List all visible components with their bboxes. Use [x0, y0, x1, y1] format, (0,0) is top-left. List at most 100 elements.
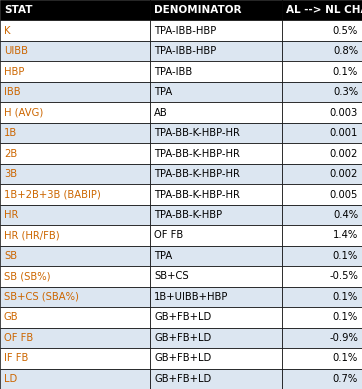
- Bar: [0, 82, 150, 102]
- Text: 0.1%: 0.1%: [333, 353, 358, 363]
- Bar: [150, 41, 282, 61]
- Bar: [0, 184, 150, 205]
- Text: IF FB: IF FB: [4, 353, 28, 363]
- Bar: [282, 328, 362, 348]
- Text: 0.005: 0.005: [330, 189, 358, 200]
- Bar: [150, 102, 282, 123]
- Text: GB+FB+LD: GB+FB+LD: [154, 374, 211, 384]
- Text: H (AVG): H (AVG): [4, 108, 43, 117]
- Text: GB+FB+LD: GB+FB+LD: [154, 312, 211, 322]
- Text: TPA-BB-K-HBP: TPA-BB-K-HBP: [154, 210, 222, 220]
- Text: TPA-IBB-HBP: TPA-IBB-HBP: [154, 26, 216, 36]
- Text: 0.002: 0.002: [330, 149, 358, 159]
- Text: AL --> NL CHANGE: AL --> NL CHANGE: [286, 5, 362, 15]
- Bar: [282, 82, 362, 102]
- Text: SB: SB: [4, 251, 17, 261]
- Text: HBP: HBP: [4, 67, 24, 77]
- Bar: [282, 184, 362, 205]
- Text: -0.5%: -0.5%: [329, 272, 358, 281]
- Text: IBB: IBB: [4, 87, 21, 97]
- Bar: [282, 102, 362, 123]
- Text: 0.1%: 0.1%: [333, 292, 358, 302]
- Bar: [150, 0, 282, 21]
- Text: 1B+UIBB+HBP: 1B+UIBB+HBP: [154, 292, 228, 302]
- Text: OF FB: OF FB: [4, 333, 33, 343]
- Bar: [282, 0, 362, 21]
- Bar: [282, 164, 362, 184]
- Bar: [282, 246, 362, 266]
- Text: LD: LD: [4, 374, 17, 384]
- Text: OF FB: OF FB: [154, 230, 184, 240]
- Text: 0.1%: 0.1%: [333, 312, 358, 322]
- Text: STAT: STAT: [4, 5, 33, 15]
- Text: UIBB: UIBB: [4, 46, 28, 56]
- Text: TPA: TPA: [154, 251, 172, 261]
- Bar: [282, 348, 362, 368]
- Bar: [282, 61, 362, 82]
- Text: GB: GB: [4, 312, 18, 322]
- Text: TPA: TPA: [154, 87, 172, 97]
- Bar: [0, 102, 150, 123]
- Bar: [150, 164, 282, 184]
- Text: 0.002: 0.002: [330, 169, 358, 179]
- Bar: [0, 21, 150, 41]
- Text: 0.1%: 0.1%: [333, 251, 358, 261]
- Bar: [0, 41, 150, 61]
- Bar: [282, 21, 362, 41]
- Text: 0.5%: 0.5%: [333, 26, 358, 36]
- Bar: [0, 368, 150, 389]
- Text: GB+FB+LD: GB+FB+LD: [154, 353, 211, 363]
- Bar: [0, 266, 150, 287]
- Text: AB: AB: [154, 108, 168, 117]
- Text: 0.3%: 0.3%: [333, 87, 358, 97]
- Bar: [150, 328, 282, 348]
- Text: SB (SB%): SB (SB%): [4, 272, 50, 281]
- Text: 2B: 2B: [4, 149, 17, 159]
- Text: TPA-BB-K-HBP-HR: TPA-BB-K-HBP-HR: [154, 169, 240, 179]
- Bar: [0, 307, 150, 328]
- Bar: [0, 123, 150, 143]
- Text: 0.4%: 0.4%: [333, 210, 358, 220]
- Text: HR (HR/FB): HR (HR/FB): [4, 230, 60, 240]
- Text: TPA-BB-K-HBP-HR: TPA-BB-K-HBP-HR: [154, 189, 240, 200]
- Bar: [150, 143, 282, 164]
- Text: 0.001: 0.001: [330, 128, 358, 138]
- Bar: [0, 348, 150, 368]
- Bar: [0, 205, 150, 225]
- Bar: [282, 266, 362, 287]
- Bar: [0, 61, 150, 82]
- Bar: [282, 225, 362, 246]
- Bar: [0, 287, 150, 307]
- Text: DENOMINATOR: DENOMINATOR: [154, 5, 242, 15]
- Bar: [282, 41, 362, 61]
- Text: TPA-BB-K-HBP-HR: TPA-BB-K-HBP-HR: [154, 128, 240, 138]
- Text: 3B: 3B: [4, 169, 17, 179]
- Bar: [150, 123, 282, 143]
- Text: 0.003: 0.003: [330, 108, 358, 117]
- Text: 0.8%: 0.8%: [333, 46, 358, 56]
- Bar: [0, 143, 150, 164]
- Text: 1B: 1B: [4, 128, 17, 138]
- Bar: [282, 287, 362, 307]
- Bar: [0, 0, 150, 21]
- Bar: [150, 82, 282, 102]
- Bar: [150, 184, 282, 205]
- Text: 0.7%: 0.7%: [333, 374, 358, 384]
- Text: 1.4%: 1.4%: [333, 230, 358, 240]
- Bar: [150, 21, 282, 41]
- Bar: [0, 225, 150, 246]
- Text: SB+CS: SB+CS: [154, 272, 189, 281]
- Text: SB+CS (SBA%): SB+CS (SBA%): [4, 292, 79, 302]
- Bar: [282, 368, 362, 389]
- Bar: [150, 287, 282, 307]
- Bar: [282, 307, 362, 328]
- Text: TPA-BB-K-HBP-HR: TPA-BB-K-HBP-HR: [154, 149, 240, 159]
- Bar: [150, 246, 282, 266]
- Bar: [150, 266, 282, 287]
- Text: -0.9%: -0.9%: [329, 333, 358, 343]
- Bar: [150, 368, 282, 389]
- Text: HR: HR: [4, 210, 18, 220]
- Bar: [150, 225, 282, 246]
- Bar: [282, 143, 362, 164]
- Bar: [150, 348, 282, 368]
